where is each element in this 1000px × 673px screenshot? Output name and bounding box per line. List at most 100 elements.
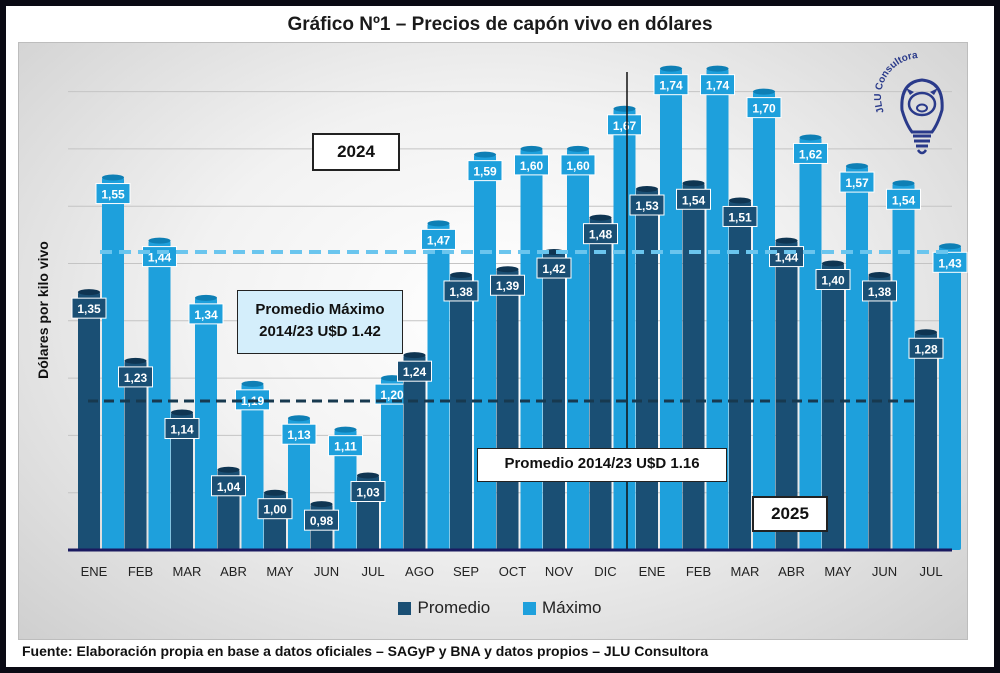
data-label-promedio: 1,24 xyxy=(403,365,427,379)
data-label-maximo: 1,20 xyxy=(380,388,404,402)
data-label-promedio: 1,42 xyxy=(542,262,566,276)
data-label-maximo: 1,74 xyxy=(659,79,683,93)
bar-maximo xyxy=(520,148,543,550)
bar-promedio xyxy=(868,274,891,550)
bar-cap-maximo xyxy=(102,174,124,181)
chart-title: Gráfico Nº1 – Precios de capón vivo en d… xyxy=(287,14,713,35)
data-label-maximo: 1,60 xyxy=(520,159,544,173)
bar-promedio xyxy=(589,217,612,550)
data-label-bg-promedio xyxy=(350,481,386,503)
data-label-bg-maximo xyxy=(607,114,642,136)
bar-promedio xyxy=(403,355,426,550)
bar-cap-maximo xyxy=(520,145,543,152)
data-label-promedio: 1,04 xyxy=(217,480,241,494)
x-tick-label: JUL xyxy=(361,564,384,579)
avg-annotation: Promedio 2014/23 U$D 1.16 xyxy=(477,448,727,482)
data-label-bg-maximo xyxy=(886,188,921,210)
x-tick-label: MAY xyxy=(266,564,294,579)
x-tick-label: JUN xyxy=(314,564,339,579)
bar-maximo xyxy=(706,68,729,551)
bar-cap-maximo xyxy=(799,134,822,141)
legend-swatch-maximo xyxy=(522,601,536,615)
bar-maximo xyxy=(474,154,496,550)
bar-promedio xyxy=(775,240,798,550)
bar-cap-maximo xyxy=(567,145,589,152)
data-label-promedio: 1,00 xyxy=(263,503,287,517)
data-label-promedio: 1,38 xyxy=(868,285,892,299)
data-label-bg-promedio xyxy=(397,360,432,382)
data-label-bg-maximo xyxy=(188,303,224,325)
data-label-bg-maximo xyxy=(467,160,503,182)
bar-promedio xyxy=(124,360,147,550)
data-label-maximo: 1,60 xyxy=(566,159,590,173)
x-tick-label: MAR xyxy=(173,564,202,579)
data-label-promedio: 1,03 xyxy=(356,486,380,500)
bar-cap-promedio xyxy=(264,489,286,496)
source-note: Fuente: Elaboración propia en base a dat… xyxy=(22,643,709,659)
bar-cap-maximo xyxy=(846,163,868,170)
bar-cap-maximo xyxy=(195,294,217,301)
bar-cap-promedio xyxy=(729,197,751,204)
legend-label-promedio: Promedio xyxy=(417,598,491,617)
data-label-promedio: 1,38 xyxy=(449,285,473,299)
bar-cap-maximo xyxy=(241,380,264,387)
data-label-bg-maximo xyxy=(328,435,363,457)
legend-item-promedio: Promedio xyxy=(398,598,490,618)
x-tick-label: FEB xyxy=(686,564,711,579)
bar-maximo xyxy=(334,429,357,550)
data-label-maximo: 1,70 xyxy=(752,102,776,116)
bar-cap-maximo xyxy=(706,65,729,72)
data-label-promedio: 1,23 xyxy=(124,371,148,385)
bar-cap-maximo xyxy=(288,415,310,422)
data-label-bg-promedio xyxy=(490,274,525,296)
bar-cap-promedio xyxy=(171,409,193,416)
bar-maximo xyxy=(102,177,124,551)
data-label-bg-promedio xyxy=(583,223,618,245)
data-label-bg-maximo xyxy=(560,154,596,176)
bar-maximo xyxy=(148,240,171,550)
bar-maximo xyxy=(939,246,961,550)
bar-cap-promedio xyxy=(357,472,379,479)
bar-cap-maximo xyxy=(613,105,636,112)
bar-promedio xyxy=(636,189,658,550)
data-label-maximo: 1,34 xyxy=(194,308,218,322)
bar-cap-promedio xyxy=(78,289,100,296)
bar-cap-maximo xyxy=(939,243,961,250)
bar-promedio xyxy=(822,263,844,550)
legend-item-maximo: Máximo xyxy=(522,598,602,618)
bar-cap-promedio xyxy=(450,271,472,278)
data-label-bg-promedio xyxy=(71,297,107,319)
bar-cap-promedio xyxy=(915,329,937,336)
bar-maximo xyxy=(427,223,450,550)
data-label-maximo: 1,44 xyxy=(148,251,172,265)
x-tick-label: SEP xyxy=(453,564,479,579)
avg-max-annotation: Promedio Máximo 2014/23 U$D 1.42 xyxy=(237,290,403,354)
data-label-maximo: 1,74 xyxy=(706,79,730,93)
x-tick-label: MAY xyxy=(824,564,852,579)
bar-cap-maximo xyxy=(474,151,496,158)
data-label-maximo: 1,43 xyxy=(938,256,962,270)
bar-cap-promedio xyxy=(310,501,333,508)
bar-cap-promedio xyxy=(775,237,798,244)
data-label-bg-promedio xyxy=(304,509,339,531)
data-label-bg-promedio xyxy=(629,194,665,216)
bar-promedio xyxy=(729,200,751,550)
data-label-bg-promedio xyxy=(211,475,246,497)
bar-cap-promedio xyxy=(589,214,612,221)
data-label-bg-promedio xyxy=(862,280,897,302)
bar-cap-maximo xyxy=(427,220,450,227)
bar-cap-maximo xyxy=(753,88,775,95)
data-label-bg-promedio xyxy=(722,205,758,227)
data-label-bg-promedio xyxy=(443,280,479,302)
data-label-bg-maximo xyxy=(839,171,875,193)
bar-promedio xyxy=(915,332,937,550)
y-axis-title: Dólares por kilo vivo xyxy=(35,241,51,379)
data-label-promedio: 1,51 xyxy=(728,210,752,224)
bar-promedio xyxy=(78,292,100,550)
data-label-bg-promedio xyxy=(164,417,200,439)
data-label-promedio: 1,53 xyxy=(635,199,659,213)
bar-maximo xyxy=(799,137,822,550)
bar-promedio xyxy=(450,274,472,550)
data-label-promedio: 1,28 xyxy=(914,342,938,356)
